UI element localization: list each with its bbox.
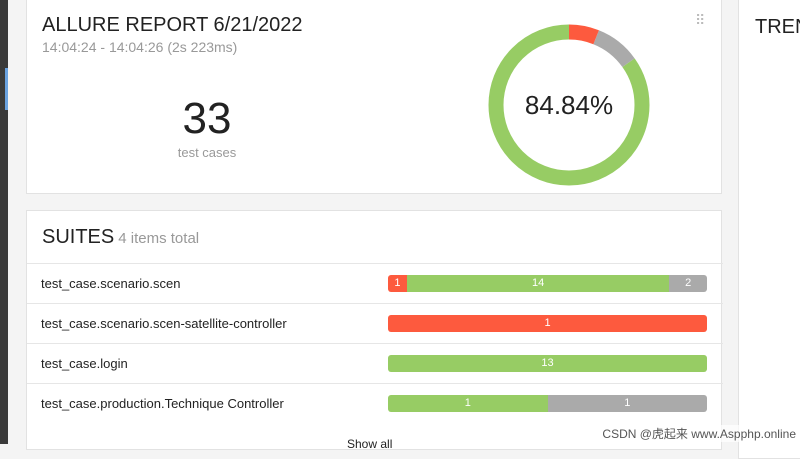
trend-title: TREN	[755, 16, 800, 38]
sidebar	[0, 0, 8, 444]
donut-segment[interactable]	[488, 24, 650, 186]
report-title: ALLURE REPORT 6/21/2022	[42, 14, 303, 36]
trend-card: TREN	[738, 0, 800, 459]
status-segment: 1	[388, 395, 548, 412]
status-bar: 13	[388, 355, 707, 372]
suite-row[interactable]: test_case.scenario.scen 1 14 2	[27, 263, 723, 304]
suites-title: SUITES	[42, 226, 115, 248]
status-segment: 1	[388, 315, 707, 332]
donut-label: 84.84%	[525, 90, 613, 120]
suite-name: test_case.scenario.scen-satellite-contro…	[41, 316, 287, 331]
test-count-label: test cases	[177, 145, 237, 160]
suite-name: test_case.production.Technique Controlle…	[41, 396, 284, 411]
suites-header: SUITES 4 items total	[42, 226, 199, 249]
status-segment: 14	[406, 275, 670, 292]
show-all-link[interactable]: Show all	[347, 437, 393, 451]
suite-row[interactable]: test_case.scenario.scen-satellite-contro…	[27, 303, 723, 344]
summary-card: ALLURE REPORT 6/21/2022 14:04:24 - 14:04…	[26, 0, 722, 194]
status-segment: 2	[669, 275, 707, 292]
status-segment: 13	[388, 355, 707, 372]
suites-subtitle: 4 items total	[118, 230, 200, 247]
suite-row[interactable]: test_case.production.Technique Controlle…	[27, 383, 723, 424]
suite-name: test_case.scenario.scen	[41, 276, 181, 291]
suite-row[interactable]: test_case.login 13	[27, 343, 723, 384]
sidebar-highlight	[5, 68, 8, 110]
watermark: CSDN @虎起来 www.Aspphp.online	[602, 425, 796, 442]
test-count: 33	[182, 94, 232, 143]
status-segment: 1	[388, 275, 407, 292]
report-time: 14:04:24 - 14:04:26 (2s 223ms)	[42, 39, 238, 55]
status-segment: 1	[547, 395, 707, 412]
donut-chart: 84.84%	[488, 24, 650, 186]
status-bar: 1	[388, 315, 707, 332]
suite-name: test_case.login	[41, 356, 128, 371]
drag-handle[interactable]: ⠿	[695, 12, 705, 28]
status-bar: 1 14 2	[388, 275, 707, 292]
suites-card: SUITES 4 items total test_case.scenario.s…	[26, 210, 723, 451]
